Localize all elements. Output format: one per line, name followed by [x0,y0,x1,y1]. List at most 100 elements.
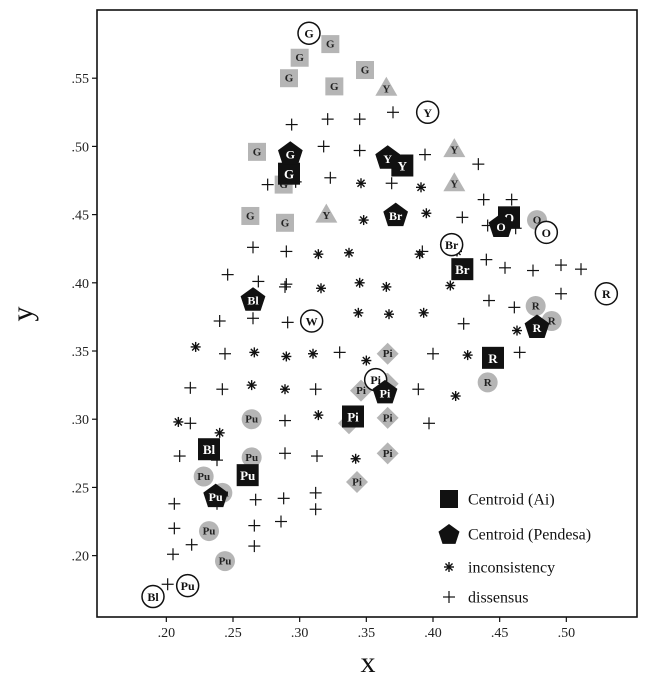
legend-label: Centroid (Ai) [468,492,555,509]
point-label: Br [445,238,459,252]
legend-item: Centroid (Ai) [440,490,555,509]
x-tick-label: .20 [158,626,176,641]
centroid-pendesa-point: Pi [372,379,398,404]
inconsistency-point [313,249,324,260]
gray-square-point: G [280,69,298,88]
inconsistency-point [249,347,260,358]
dissensus-point [279,280,291,293]
legend-item: inconsistency [444,560,555,577]
inconsistency-point [190,341,201,352]
x-axis: .20 .25 .30 .35 .40 .45 .50 [158,617,576,641]
dissensus-point [167,548,179,561]
point-label: Pu [219,556,232,568]
dissensus-point [527,264,539,277]
x-tick-label: .45 [491,626,509,641]
dissensus-point [279,447,291,460]
inconsistency-point [450,391,461,402]
point-label: Br [455,262,470,277]
gray-square-point: G [321,35,340,54]
gray-circle-point: Pu [241,447,262,468]
inconsistency-point [313,410,324,421]
dissensus-point [184,417,197,430]
legend-square-icon [440,490,458,508]
point-label: Y [423,106,432,120]
dissensus-point [412,383,425,396]
dissensus-point [385,177,398,190]
inconsistency-point [246,380,257,391]
point-label: G [326,39,335,51]
inconsistency-point [414,249,425,260]
point-label: G [304,27,313,41]
point-label: Pu [245,414,258,426]
inconsistency-point [361,355,372,366]
point-label: R [532,300,541,312]
y-tick-label: .30 [72,413,90,428]
point-label: Y [322,210,330,222]
point-label: Pi [380,386,391,400]
point-label: Y [450,179,458,191]
series-centroid-pendesa: G Y O Br R Pi Bl Pu [203,141,550,508]
dissensus-point [184,381,197,394]
series-centroid-ai: G Y O Br R Pi Bl Pu [198,154,520,487]
inconsistency-point [214,427,225,438]
point-label: Y [383,152,392,166]
dissensus-point [309,503,322,516]
dissensus-point [427,347,439,360]
gray-square-point: G [290,48,309,67]
gray-triangle-point: Y [375,76,398,96]
y-axis: .20 .25 .30 .35 .40 .45 .50 .55 [72,72,97,565]
inconsistency-point [416,182,426,193]
dissensus-point [480,253,493,266]
circled-label-point: Y [415,100,440,125]
circled-label-point: Br [439,232,464,257]
point-label: R [484,377,493,389]
point-label: Pu [181,579,195,593]
point-label: G [330,81,339,93]
centroid-ai-point: G [278,162,300,185]
dissensus-point [575,263,587,276]
inconsistency-point [381,281,392,292]
inconsistency-point [421,208,432,219]
point-label: O [542,226,551,240]
point-label: Pi [383,412,393,424]
dissensus-point [353,113,366,126]
point-label: Pi [383,448,393,460]
point-label: Bl [147,590,159,604]
dissensus-point [280,278,293,291]
gray-triangle-point: Y [315,203,338,223]
inconsistency-point [308,348,318,359]
dissensus-point [248,519,261,532]
dissensus-point [249,493,262,506]
centroid-pendesa-point: Y [375,145,400,169]
point-label: Pi [370,373,381,387]
dissensus-point [281,316,294,329]
x-tick-label: .30 [291,626,309,641]
dissensus-point [168,497,181,510]
inconsistency-point [344,247,354,258]
inconsistency-point [280,384,290,395]
centroid-pendesa-point: O [488,213,514,237]
dissensus-point [505,193,518,206]
point-label: Pu [240,468,255,483]
gray-diamond-point: Pi [376,406,399,429]
x-tick-label: .25 [224,626,242,641]
point-label: G [295,52,304,64]
dissensus-point [353,144,366,157]
inconsistency-point [316,283,326,294]
point-label: G [361,65,370,77]
point-label: O [533,215,542,227]
legend-label: Centroid (Pendesa) [468,527,591,544]
point-label: O [496,220,505,234]
centroid-pendesa-point: Bl [240,287,266,311]
y-tick-label: .45 [72,209,90,224]
point-label: Bl [247,294,259,308]
x-tick-label: .50 [558,626,576,641]
point-label: G [285,73,294,85]
dissensus-point [280,245,293,258]
inconsistency-point [358,215,369,226]
legend-plus-icon [443,591,455,603]
point-label: G [281,217,290,229]
centroid-pendesa-point: R [524,314,550,338]
gray-circle-point: R [525,295,546,316]
